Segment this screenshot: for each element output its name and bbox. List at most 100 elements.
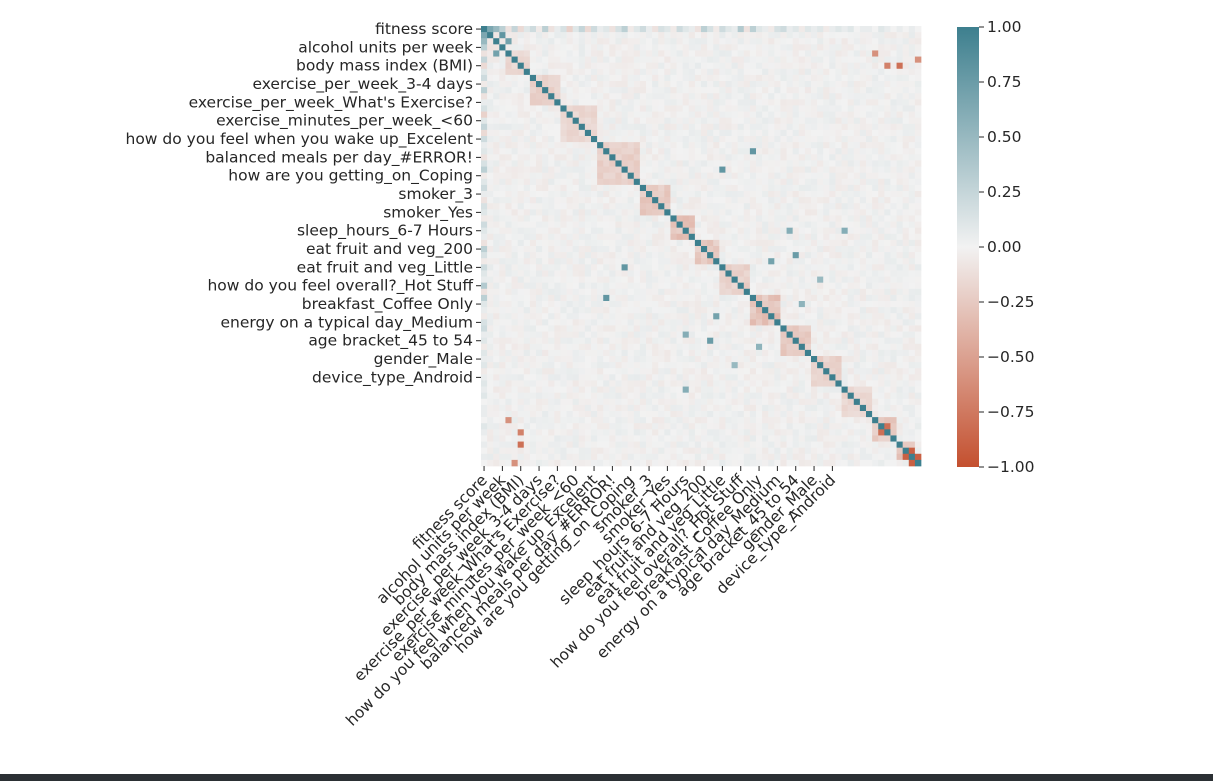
heatmap-cell (823, 62, 830, 70)
heatmap-cell (878, 398, 885, 406)
heatmap-cell (578, 26, 586, 33)
heatmap-cell (756, 172, 763, 180)
heatmap-cell (908, 252, 916, 259)
heatmap-cell (578, 264, 586, 271)
heatmap-cell (768, 417, 775, 424)
heatmap-cell (731, 221, 739, 229)
heatmap-cell (829, 435, 836, 442)
heatmap-cell (523, 172, 531, 180)
heatmap-cell (584, 93, 592, 100)
heatmap-cell (627, 362, 635, 369)
heatmap-cell (731, 398, 739, 406)
heatmap-cell (517, 276, 525, 284)
heatmap-cell (652, 325, 659, 332)
heatmap-cell (688, 343, 696, 351)
heatmap-cell (780, 93, 787, 100)
heatmap-cell (536, 227, 543, 235)
heatmap-cell (798, 99, 806, 106)
heatmap-cell (621, 68, 629, 76)
heatmap-cell (762, 398, 769, 406)
heatmap-cell (731, 154, 739, 161)
heatmap-cell (499, 264, 506, 271)
heatmap-cell (584, 81, 592, 88)
heatmap-cell (835, 319, 842, 326)
heatmap-cell (701, 123, 708, 131)
heatmap-cell (481, 148, 488, 155)
heatmap-cell (780, 252, 787, 259)
heatmap-cell (835, 68, 842, 76)
heatmap-cell (554, 282, 561, 290)
heatmap-cell (664, 380, 671, 387)
heatmap-cell (554, 258, 561, 265)
heatmap-cell (560, 74, 567, 82)
heatmap-cell (646, 319, 653, 326)
heatmap-cell (719, 56, 726, 64)
heatmap-cell (652, 191, 659, 198)
heatmap-cell (548, 74, 555, 82)
heatmap-cell (670, 129, 677, 137)
heatmap-cell (694, 435, 702, 442)
heatmap-cell (707, 111, 714, 119)
heatmap-cell (707, 423, 714, 430)
heatmap-cell (890, 209, 897, 216)
heatmap-cell (731, 105, 739, 112)
heatmap-cell (572, 56, 580, 64)
heatmap-cell (646, 307, 653, 314)
heatmap-cell (633, 307, 641, 314)
heatmap-cell (719, 203, 726, 210)
heatmap-cell (597, 325, 604, 332)
heatmap-cell (627, 429, 635, 436)
heatmap-cell (694, 87, 702, 94)
heatmap-cell (859, 349, 867, 357)
heatmap-cell (902, 215, 910, 222)
heatmap-cell (536, 447, 543, 455)
heatmap-cell (511, 392, 519, 400)
heatmap-cell (756, 398, 763, 406)
heatmap-cell (853, 331, 861, 339)
heatmap-cell (780, 136, 787, 143)
heatmap-cell (487, 221, 494, 229)
heatmap-cell (866, 105, 873, 112)
heatmap-cell (529, 50, 537, 57)
heatmap-cell (878, 227, 885, 235)
heatmap-cell (609, 191, 616, 198)
heatmap-cell (719, 105, 726, 112)
heatmap-cell (652, 50, 659, 57)
heatmap-cell (768, 398, 775, 406)
heatmap-cell (676, 166, 684, 174)
heatmap-cell (578, 252, 586, 259)
heatmap-cell (713, 307, 720, 314)
heatmap-cell (902, 166, 910, 174)
heatmap-cell (664, 203, 671, 210)
heatmap-cell (768, 331, 775, 339)
heatmap-cell (621, 331, 629, 339)
heatmap-cell (914, 374, 922, 381)
heatmap-cell (835, 374, 842, 381)
heatmap-cell (694, 178, 702, 186)
heatmap-cell (908, 386, 916, 394)
heatmap-cell (829, 111, 836, 119)
heatmap-cell (511, 337, 519, 345)
heatmap-cell (878, 337, 885, 345)
heatmap-cell (835, 368, 842, 375)
heatmap-cell (529, 81, 537, 88)
heatmap-cell (481, 99, 488, 106)
heatmap-cell (646, 429, 653, 436)
heatmap-cell (591, 411, 598, 418)
heatmap-cell (536, 374, 543, 381)
heatmap-cell (914, 160, 922, 167)
heatmap-cell (646, 313, 653, 320)
heatmap-cell (633, 184, 641, 192)
heatmap-cell (737, 331, 745, 339)
heatmap-cell (560, 319, 567, 326)
heatmap-cell (481, 32, 488, 39)
heatmap-cell (658, 343, 665, 351)
heatmap-cell (756, 423, 763, 430)
heatmap-cell (536, 288, 543, 296)
heatmap-cell (633, 331, 641, 339)
heatmap-cell (804, 166, 812, 174)
heatmap-cell (688, 282, 696, 290)
heatmap-cell (780, 178, 787, 186)
heatmap-cell (560, 215, 567, 222)
heatmap-cell (786, 32, 794, 39)
